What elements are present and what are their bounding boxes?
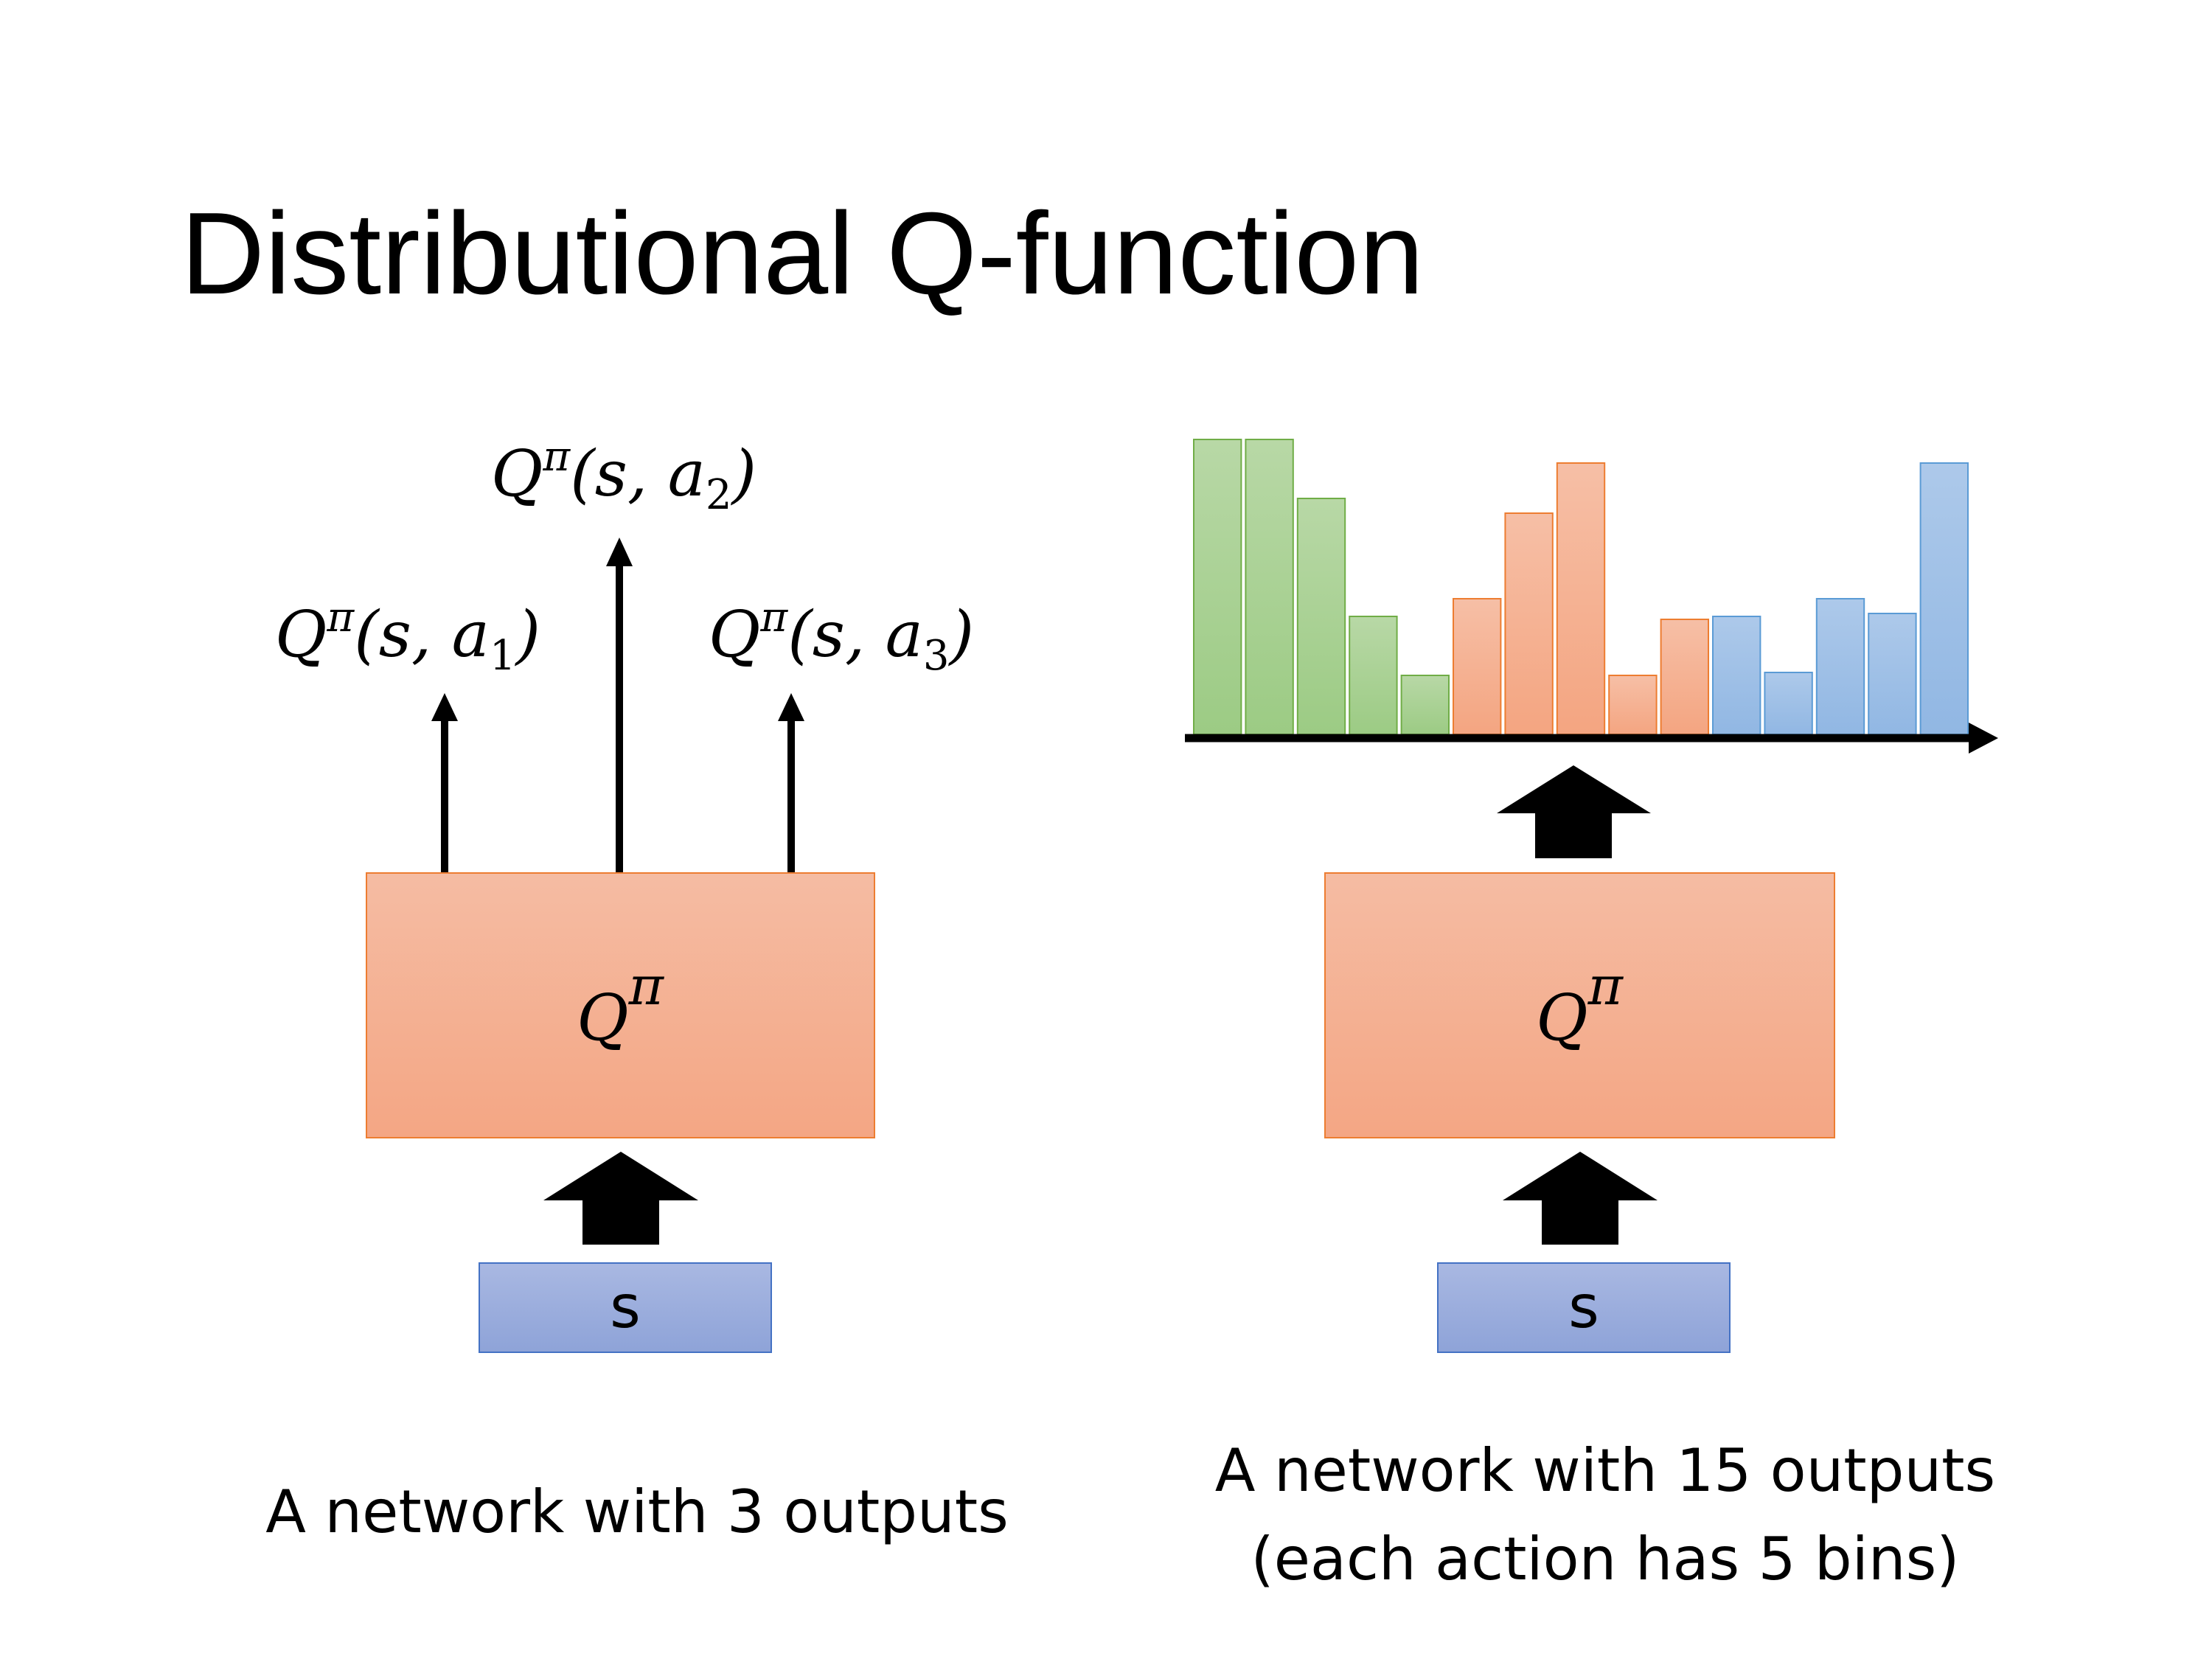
output-label-a1: Qπ(s, a1) [275,594,540,680]
histogram-bar-a1-1 [1193,439,1242,735]
state-input-label: s [1568,1273,1599,1341]
input-arrow-icon [1503,1152,1658,1245]
histogram-bar-a2-4 [1608,675,1658,735]
histogram-bar-a1-4 [1349,616,1398,735]
svg-text:Qπ(s, a1): Qπ(s, a1) [275,594,540,680]
histogram-bar-a2-5 [1660,619,1710,735]
histogram-bar-a1-2 [1245,439,1294,735]
state-input-label: s [610,1273,641,1341]
histogram-bar-a3-1 [1712,616,1761,735]
state-input-box [1437,1262,1731,1353]
output-label-a2: Qπ(s, a2) [491,433,757,519]
output-arrow-icon [1497,765,1651,858]
state-input-box [479,1262,772,1353]
svg-text:Qπ(s, a3): Qπ(s, a3) [709,594,974,680]
histogram-bar-a1-5 [1400,675,1450,735]
svg-text:Qπ(s, a2): Qπ(s, a2) [491,433,757,519]
histogram-bar-a2-2 [1504,512,1554,735]
histogram-bar-a3-3 [1815,598,1865,735]
output-label-a3: Qπ(s, a3) [709,594,974,680]
right-diagram: Qπ s A network with 15 outputs (each act… [1185,439,1998,1593]
left-diagram: Qπ(s, a1) Qπ(s, a2) Qπ(s, a3) Qπ [265,433,1009,1546]
output-arrow-a2-icon [606,538,633,873]
left-caption: A network with 3 outputs [265,1478,1009,1546]
histogram-bar-a1-3 [1296,498,1346,735]
page-title: Distributional Q-function [181,189,1424,319]
right-caption-line1: A network with 15 outputs [1215,1436,1995,1505]
q-network-box [366,872,875,1138]
q-network-label: Qπ [577,955,665,1055]
right-caption-line2: (each action has 5 bins) [1251,1525,1959,1593]
histogram-bar-a3-4 [1868,613,1917,735]
output-arrow-a1-icon [431,693,458,873]
histogram-bar-a3-5 [1919,462,1969,735]
histogram [1193,439,1969,735]
output-arrow-a3-icon [778,693,804,873]
input-arrow-icon [543,1152,698,1245]
histogram-bar-a3-2 [1764,672,1813,735]
distributional-network-label: Qπ [1536,955,1624,1055]
histogram-axis-icon [1185,723,1998,754]
histogram-bar-a2-1 [1453,598,1502,735]
distributional-network-box [1324,872,1835,1138]
histogram-bar-a2-3 [1556,462,1606,735]
